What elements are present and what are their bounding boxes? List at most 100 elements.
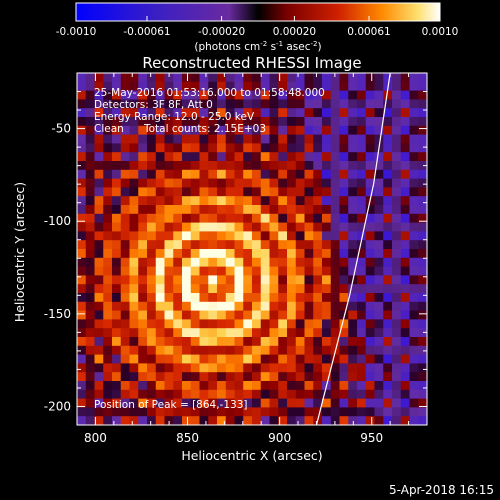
solar-limb-arc <box>315 73 391 425</box>
heatmap-cell <box>357 266 367 276</box>
heatmap-cell <box>190 196 200 206</box>
heatmap-cell <box>147 161 157 171</box>
colorbar-tick-label: 0.0010 <box>422 26 459 38</box>
heatmap-cell <box>243 117 253 127</box>
heatmap-cell <box>365 125 375 135</box>
heatmap-cell <box>287 372 297 382</box>
heatmap-cell <box>287 231 297 241</box>
heatmap-cell <box>374 152 384 162</box>
heatmap-cell <box>225 152 235 162</box>
heatmap-cell <box>85 99 95 109</box>
heatmap-cell <box>357 275 367 285</box>
heatmap-cell <box>409 99 419 109</box>
heatmap-cell <box>304 134 314 144</box>
heatmap-cell <box>287 416 297 425</box>
heatmap-cell <box>269 134 279 144</box>
heatmap-cell <box>94 117 104 127</box>
heatmap-cell <box>392 345 402 355</box>
heatmap-cell <box>208 152 218 162</box>
heatmap-cell <box>287 240 297 250</box>
heatmap-cell <box>304 275 314 285</box>
heatmap-cell <box>313 240 323 250</box>
heatmap-cell <box>103 293 113 303</box>
heatmap-cell <box>103 125 113 135</box>
heatmap-cell <box>339 125 349 135</box>
heatmap-cell <box>147 372 157 382</box>
heatmap-cell <box>138 240 148 250</box>
heatmap-cell <box>278 231 288 241</box>
heatmap-cell <box>304 354 314 364</box>
heatmap-cell <box>164 249 174 259</box>
heatmap-cell <box>77 310 87 320</box>
heatmap-cell <box>243 381 253 391</box>
heatmap-cell <box>112 81 122 91</box>
heatmap-cell <box>269 257 279 267</box>
heatmap-cell <box>383 99 393 109</box>
heatmap-cell <box>120 345 130 355</box>
heatmap-cell <box>322 249 332 259</box>
axis-ticks <box>77 73 427 425</box>
heatmap-cell <box>409 213 419 223</box>
heatmap-cell <box>269 178 279 188</box>
heatmap-cell <box>278 310 288 320</box>
heatmap-cell <box>365 389 375 399</box>
heatmap-cell <box>392 275 402 285</box>
heatmap-cell <box>182 407 192 417</box>
heatmap-cell <box>103 337 113 347</box>
heatmap-cell <box>330 187 340 197</box>
heatmap-cell <box>392 117 402 127</box>
heatmap-cell <box>77 293 87 303</box>
heatmap-cell <box>330 117 340 127</box>
heatmap-cell <box>409 240 419 250</box>
heatmap-cell <box>112 310 122 320</box>
colorbar-tick-label: -0.00020 <box>198 26 245 38</box>
heatmap-cell <box>392 205 402 215</box>
heatmap-cell <box>269 398 279 408</box>
heatmap-cell <box>164 196 174 206</box>
heatmap-cell <box>129 301 139 311</box>
heatmap-cell <box>295 398 305 408</box>
heatmap-cell <box>357 143 367 153</box>
heatmap-cell <box>234 301 244 311</box>
heatmap-cell <box>339 328 349 338</box>
heatmap-cell <box>278 372 288 382</box>
heatmap-cell <box>94 319 104 329</box>
heatmap-cell <box>304 310 314 320</box>
heatmap-cell <box>339 381 349 391</box>
heatmap-cell <box>234 178 244 188</box>
heatmap-cell <box>103 187 113 197</box>
x-axis-label: Heliocentric X (arcsec) <box>181 448 322 463</box>
heatmap-cell <box>190 310 200 320</box>
heatmap-cell <box>365 213 375 223</box>
heatmap-cell <box>322 284 332 294</box>
heatmap-cell <box>252 398 262 408</box>
heatmap-cell <box>313 81 323 91</box>
heatmap-cell <box>287 301 297 311</box>
heatmap-cell <box>164 240 174 250</box>
heatmap-cell <box>322 205 332 215</box>
heatmap-cell <box>418 310 427 320</box>
heatmap-cell <box>269 345 279 355</box>
heatmap-cell <box>190 416 200 425</box>
heatmap-cell <box>330 354 340 364</box>
heatmap-cell <box>348 372 358 382</box>
heatmap-cell <box>129 213 139 223</box>
heatmap-cell <box>260 354 270 364</box>
heatmap-cell <box>330 81 340 91</box>
heatmap-cell <box>208 178 218 188</box>
heatmap-cell <box>322 345 332 355</box>
heatmap-cell <box>164 301 174 311</box>
heatmap-cell <box>322 178 332 188</box>
heatmap-cell <box>234 231 244 241</box>
heatmap-cell <box>173 275 183 285</box>
heatmap-cell <box>138 310 148 320</box>
heatmap-cell <box>199 345 209 355</box>
heatmap-cell <box>173 196 183 206</box>
heatmap-cell <box>199 73 209 83</box>
heatmap-cell <box>190 301 200 311</box>
heatmap-cell <box>190 143 200 153</box>
heatmap-cell <box>409 266 419 276</box>
heatmap-cell <box>252 293 262 303</box>
heatmap-cell <box>217 337 227 347</box>
heatmap-cell <box>77 117 87 127</box>
